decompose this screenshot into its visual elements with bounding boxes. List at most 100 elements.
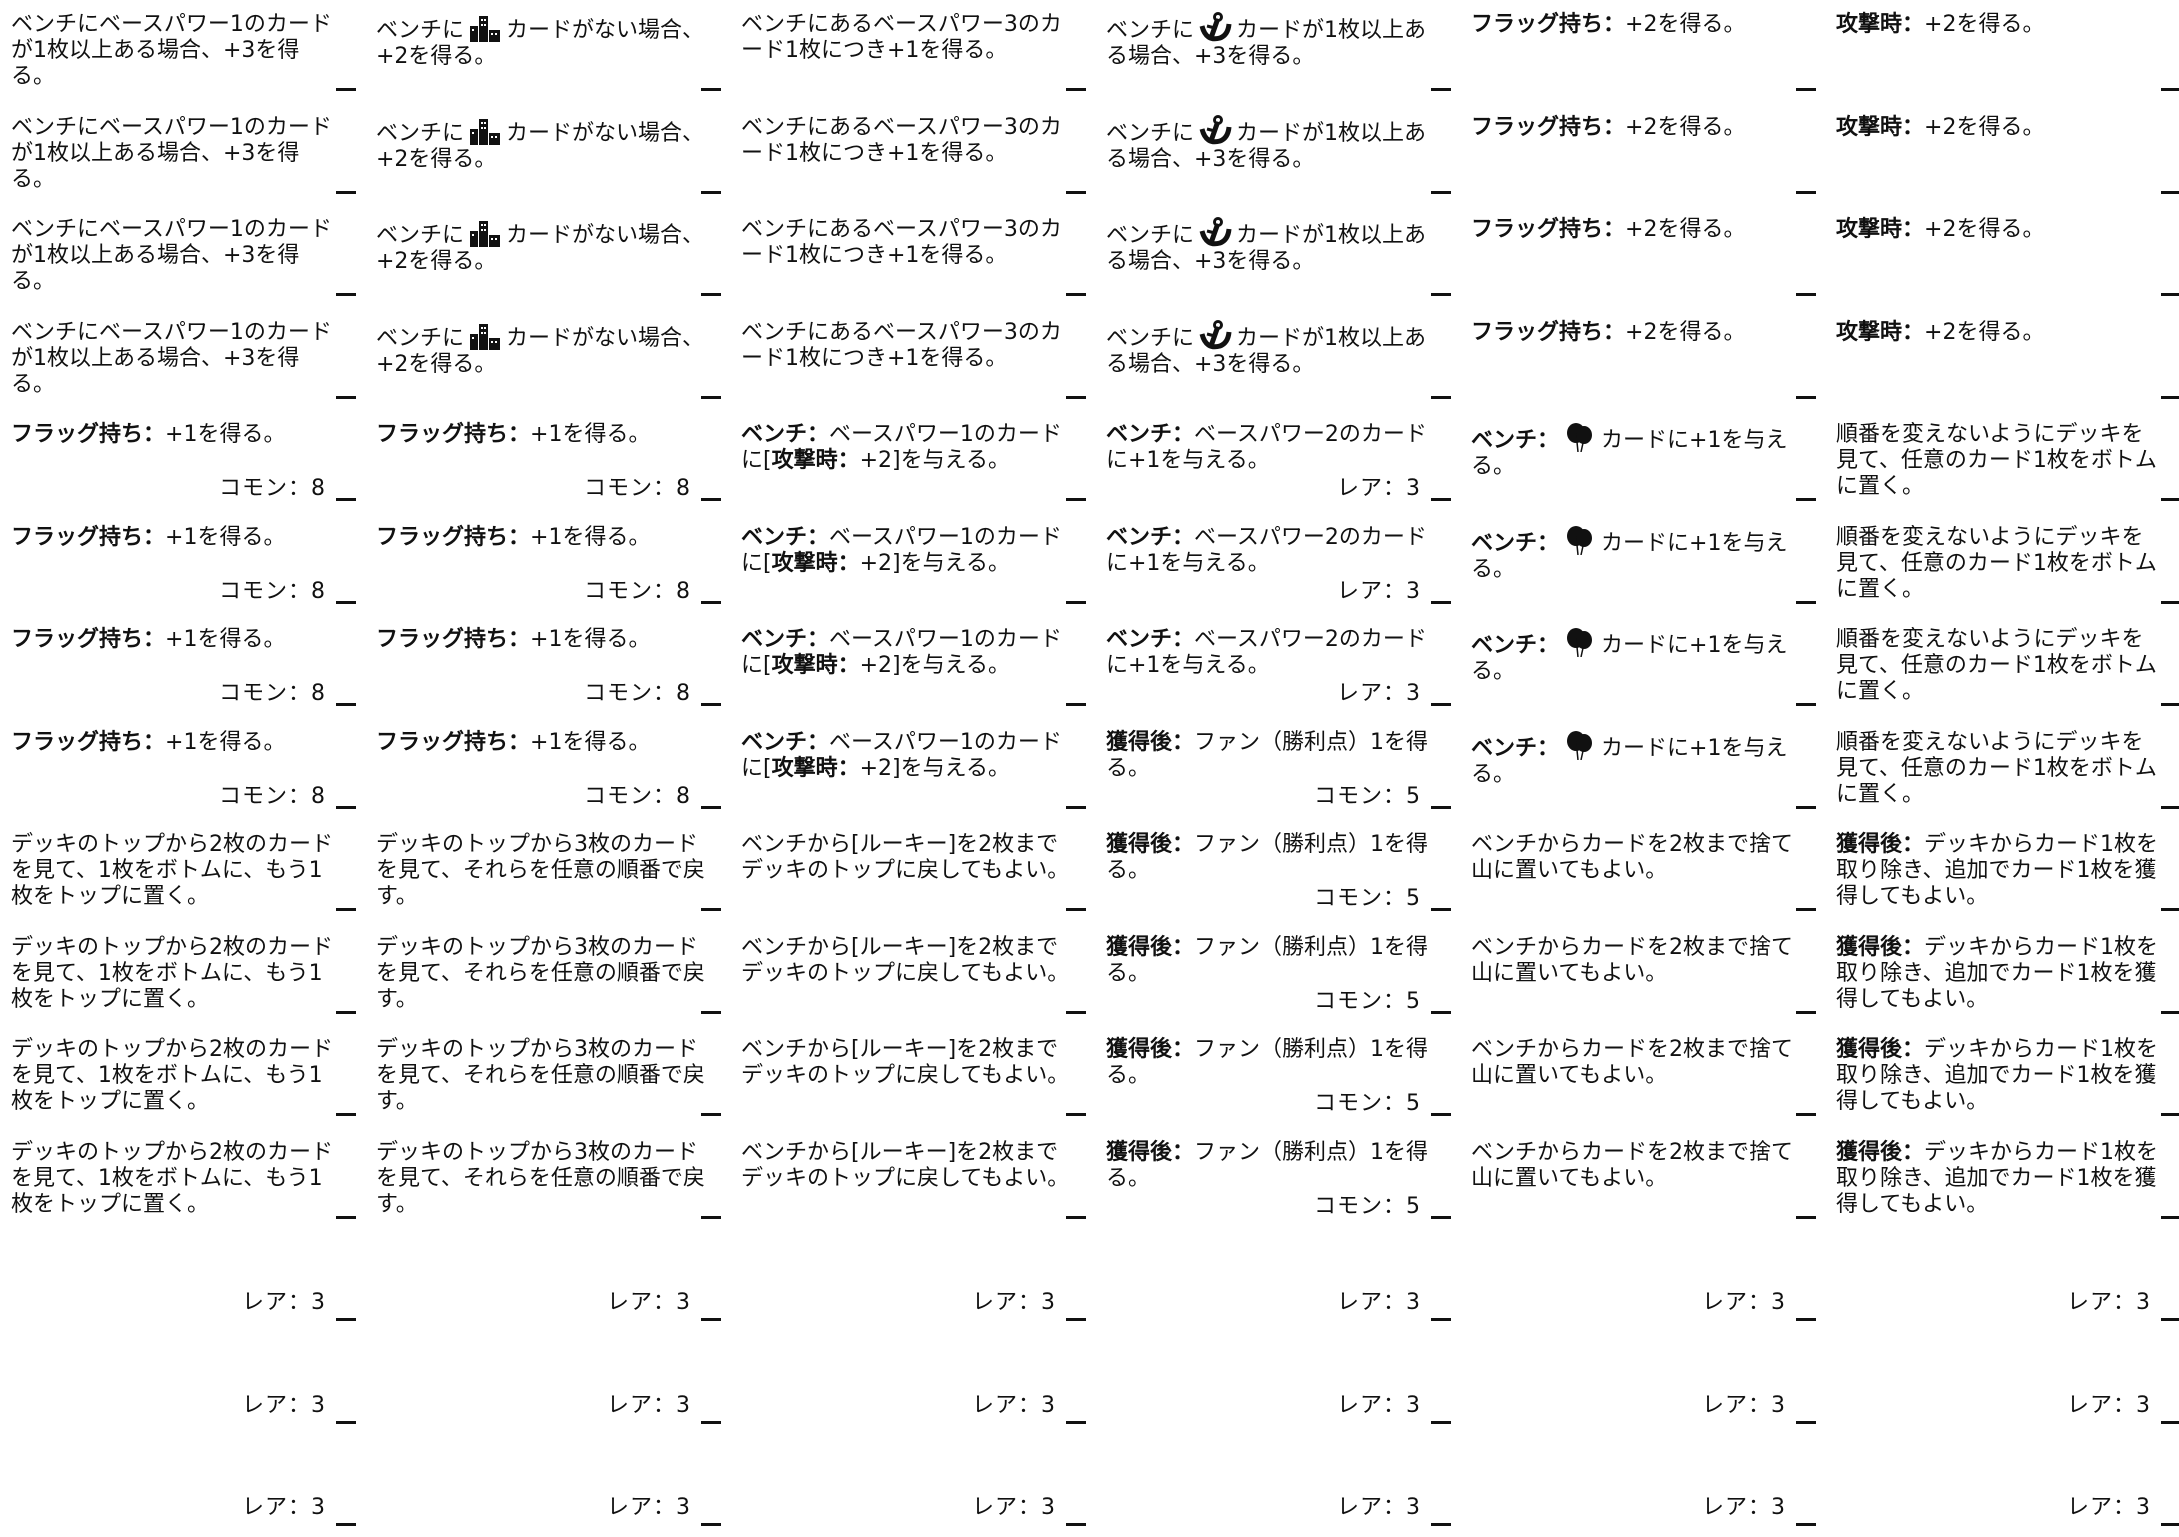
effect-body: デッキからカード1枚を取り除き、追加でカード1枚を獲得してもよい。: [1836, 1139, 2159, 1217]
cut-mark: [1431, 293, 1451, 296]
card-effect-text: ベンチに カードがない場合、+2を得る。: [376, 12, 705, 70]
cut-mark: [336, 498, 356, 501]
card-text-cell: レア：3: [365, 1435, 705, 1537]
card-text-cell: ベンチから[ルーキー]を2枚までデッキのトップに戻してもよい。: [730, 1128, 1070, 1230]
card-text-cell: 獲得後：ファン（勝利点）1を得る。 コモン：5: [1095, 718, 1435, 820]
effect-body: カードが1枚以上ある場合、+3を得る。: [1106, 223, 1427, 274]
card-text-cell: レア：3: [365, 1230, 705, 1332]
effect-body: 順番を変えないようにデッキを見て、任意のカード1枚をボトムに置く。: [1836, 729, 2157, 807]
effect-keyword: 獲得後：: [1106, 1037, 1195, 1062]
card-effect-text: ベンチからカードを2枚まで捨て山に置いてもよい。: [1471, 1140, 1800, 1192]
card-text-cell: ベンチ：ベースパワー1のカードに[攻撃時：+2]を与える。: [730, 513, 1070, 615]
cut-mark: [2161, 600, 2179, 604]
card-text-cell: デッキのトップから3枚のカードを見て、それらを任意の順番で戻す。: [365, 1025, 705, 1127]
effect-body: デッキのトップから2枚のカードを見て、1枚をボトムに、もう1枚をトップに置く。: [11, 832, 333, 909]
effect-keyword: ベンチ：: [741, 627, 830, 652]
card-text-cell: レア：3: [730, 1435, 1070, 1537]
cut-mark: [1066, 88, 1086, 91]
card-text-cell: デッキのトップから3枚のカードを見て、それらを任意の順番で戻す。: [365, 923, 705, 1025]
rarity-label: コモン：8: [219, 783, 326, 809]
rarity-label: レア：3: [2067, 1392, 2151, 1418]
card-text-cell: フラッグ持ち：+2を得る。: [1460, 103, 1800, 205]
effect-keyword: 獲得後：: [1106, 1139, 1195, 1165]
effect-prefix: ベンチに: [376, 325, 465, 351]
effect-body: カードがない場合、+2を得る。: [376, 18, 705, 69]
card-effect-text: フラッグ持ち：+2を得る。: [1471, 217, 1800, 243]
card-effect-text: ベンチ： カードに+1を与える。: [1471, 422, 1800, 480]
cut-mark: [336, 1318, 356, 1321]
card-text-cell: デッキのトップから2枚のカードを見て、1枚をボトムに、もう1枚をトップに置く。: [0, 820, 340, 922]
cut-mark: [701, 190, 721, 194]
card-text-cell: ベンチに カードが1枚以上ある場合、+3を得る。: [1095, 0, 1435, 102]
cut-mark: [1431, 498, 1451, 501]
card-text-cell: レア：3: [0, 1230, 340, 1332]
card-effect-text: ベンチにあるベースパワー3のカード1枚につき+1を得る。: [741, 115, 1070, 167]
card-effect-text: 獲得後：ファン（勝利点）1を得る。: [1106, 832, 1435, 884]
effect-body: デッキのトップから3枚のカードを見て、それらを任意の順番で戻す。: [376, 934, 705, 1012]
card-text-cell: レア：3: [365, 1333, 705, 1435]
card-text-cell: ベンチに カードが1枚以上ある場合、+3を得る。: [1095, 308, 1435, 410]
card-effect-text: フラッグ持ち：+1を得る。: [11, 627, 340, 653]
card-text-cell: フラッグ持ち：+1を得る。 コモン：8: [365, 410, 705, 512]
cut-mark: [1066, 1318, 1086, 1321]
cut-mark: [1066, 293, 1086, 296]
effect-keyword: ベンチ：: [1471, 428, 1560, 453]
card-text-cell: デッキのトップから2枚のカードを見て、1枚をボトムに、もう1枚をトップに置く。: [0, 1025, 340, 1127]
cut-mark: [1066, 1215, 1086, 1219]
anchor-icon: [1198, 12, 1232, 42]
cut-mark: [1796, 1113, 1816, 1116]
card-effect-text: 順番を変えないようにデッキを見て、任意のカード1枚をボトムに置く。: [1836, 525, 2165, 603]
effect-keyword: フラッグ持ち：: [1471, 114, 1626, 140]
cut-mark: [336, 293, 356, 296]
card-effect-text: ベンチに カードが1枚以上ある場合、+3を得る。: [1106, 114, 1435, 173]
card-effect-text: ベンチにベースパワー1のカードが1枚以上ある場合、+3を得る。: [11, 12, 340, 90]
card-effect-text: ベンチから[ルーキー]を2枚までデッキのトップに戻してもよい。: [741, 1037, 1070, 1089]
cut-mark: [2161, 908, 2179, 911]
effect-body: ベンチにあるベースパワー3のカード1枚につき+1を得る。: [741, 12, 1062, 63]
card-column: ベンチに カードが1枚以上ある場合、+3を得る。 ベンチに カードが1枚以上ある場合、…: [1095, 0, 1460, 1526]
effect-body: ファン（勝利点）1を得る。: [1106, 1139, 1429, 1191]
effect-body: カードが1枚以上ある場合、+3を得る。: [1106, 325, 1427, 377]
effect-keyword: 獲得後：: [1836, 934, 1925, 960]
effect-body: デッキからカード1枚を取り除き、追加でカード1枚を獲得してもよい。: [1836, 1037, 2159, 1114]
effect-body: +2を得る。: [1625, 12, 1746, 37]
card-text-cell: 順番を変えないようにデッキを見て、任意のカード1枚をボトムに置く。: [1825, 718, 2165, 820]
cut-mark: [701, 1215, 721, 1219]
card-text-cell: ベンチに カードがない場合、+2を得る。: [365, 0, 705, 102]
card-text-cell: 順番を変えないようにデッキを見て、任意のカード1枚をボトムに置く。: [1825, 513, 2165, 615]
rarity-label: レア：3: [242, 1495, 326, 1520]
card-text-cell: 獲得後：ファン（勝利点）1を得る。 コモン：5: [1095, 923, 1435, 1025]
rarity-label: レア：3: [1702, 1290, 1786, 1315]
effect-body: +2を得る。: [1625, 217, 1746, 242]
card-text-cell: ベンチ：ベースパワー2のカードに+1を与える。 レア：3: [1095, 410, 1435, 512]
effect-keyword: フラッグ持ち：: [11, 524, 166, 550]
effect-prefix: ベンチに: [1106, 120, 1195, 146]
rarity-label: コモン：8: [584, 578, 691, 604]
cut-mark: [1066, 395, 1086, 399]
rarity-label: レア：3: [1702, 1495, 1786, 1520]
cut-mark: [1431, 805, 1451, 809]
effect-body: ベースパワー1のカードに[: [741, 627, 1062, 678]
effect-body: +2を得る。: [1924, 12, 2045, 37]
cut-mark: [1066, 1523, 1086, 1526]
cut-mark: [1431, 1113, 1451, 1116]
effect-prefix: ベンチに: [376, 18, 465, 43]
card-text-cell: レア：3: [730, 1333, 1070, 1435]
card-text-cell: ベンチ：ベースパワー2のカードに+1を与える。 レア：3: [1095, 615, 1435, 717]
rarity-label: レア：3: [607, 1392, 691, 1418]
effect-keyword: 獲得後：: [1836, 1037, 1925, 1062]
effect-body: カードに+1を与える。: [1471, 633, 1788, 684]
card-text-cell: フラッグ持ち：+1を得る。 コモン：8: [0, 513, 340, 615]
card-effect-text: フラッグ持ち：+2を得る。: [1471, 12, 1800, 38]
card-effect-text: 獲得後：デッキからカード1枚を取り除き、追加でカード1枚を獲得してもよい。: [1836, 832, 2165, 910]
cut-mark: [2161, 1215, 2179, 1219]
card-effect-text: フラッグ持ち：+1を得る。: [11, 525, 340, 551]
card-effect-text: ベンチからカードを2枚まで捨て山に置いてもよい。: [1471, 1037, 1800, 1089]
balloon-icon: [1563, 525, 1597, 555]
card-effect-text: フラッグ持ち：+2を得る。: [1471, 320, 1800, 346]
rarity-label: レア：3: [972, 1495, 1056, 1520]
card-text-cell: 攻撃時：+2を得る。: [1825, 308, 2165, 410]
cut-mark: [701, 703, 721, 706]
cut-mark: [2161, 1420, 2179, 1424]
cut-mark: [701, 805, 721, 809]
